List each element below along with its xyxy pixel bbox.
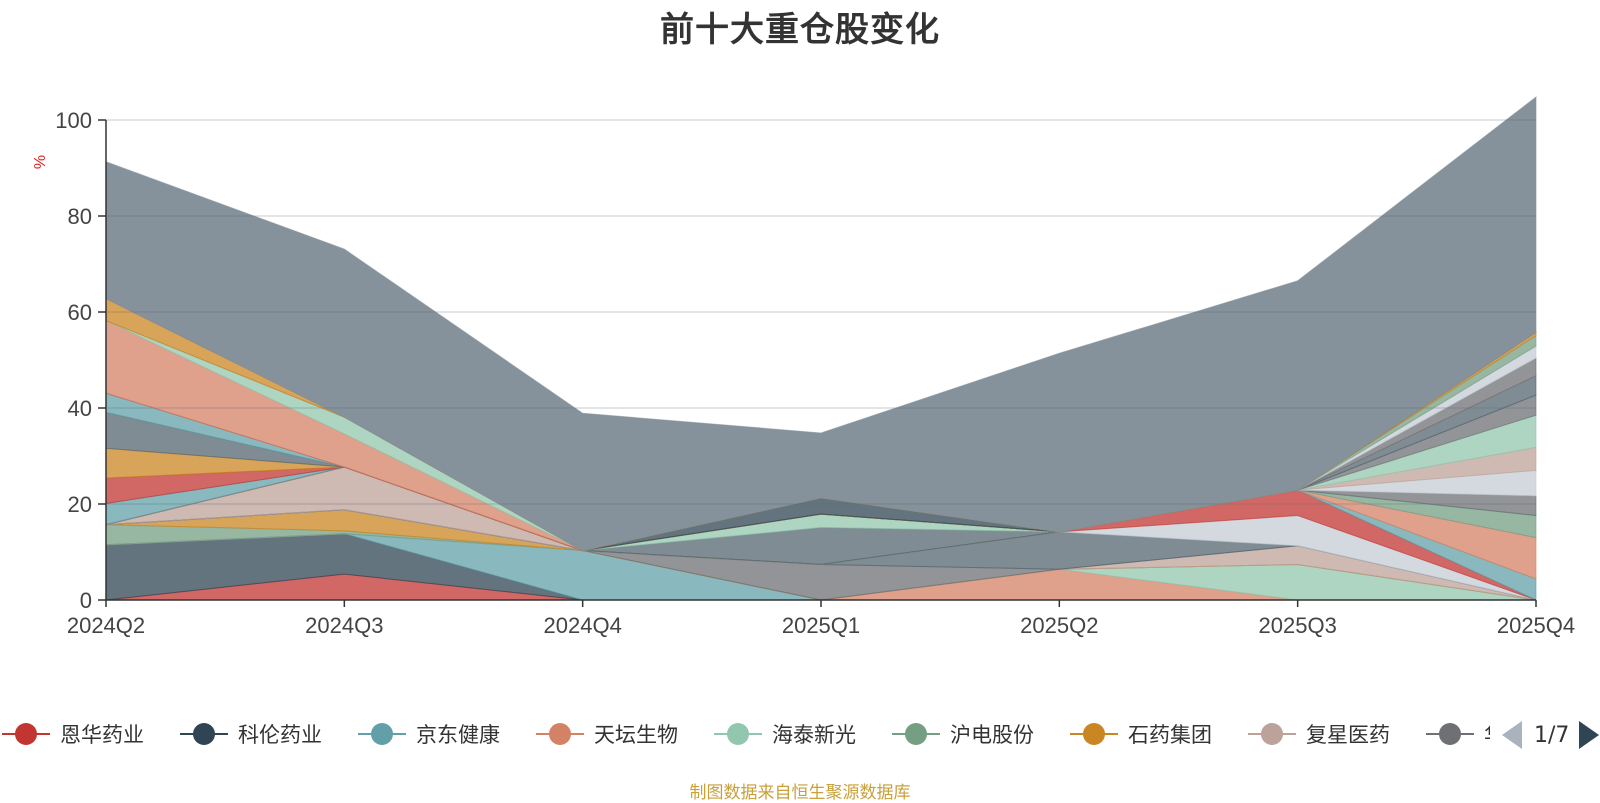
y-tick-label: 0	[80, 588, 92, 613]
x-tick-label: 2025Q3	[1259, 613, 1337, 638]
y-tick-label: 60	[68, 300, 92, 325]
legend-item[interactable]: 石药集团	[1068, 714, 1212, 754]
x-tick-label: 2024Q4	[544, 613, 622, 638]
legend-pager: 1/7	[1500, 718, 1600, 752]
x-tick-label: 2025Q2	[1020, 613, 1098, 638]
legend-item[interactable]: 复星医药	[1246, 714, 1390, 754]
legend-prev-page-button[interactable]	[1502, 721, 1522, 749]
x-tick-label: 2025Q1	[782, 613, 860, 638]
legend-marker-icon	[890, 714, 942, 754]
legend-marker-icon	[534, 714, 586, 754]
area-series[interactable]	[105, 95, 1537, 552]
legend-item-label: 恩华药业	[60, 723, 144, 747]
legend-item-label: 石药集团	[1128, 723, 1212, 747]
chart-title: 前十大重仓股变化	[660, 10, 940, 50]
y-axis-label: %	[32, 155, 49, 169]
legend-item[interactable]: 海泰新光	[712, 714, 856, 754]
legend-item-label: 科伦药业	[238, 723, 322, 747]
legend-marker-icon	[0, 714, 52, 754]
legend-marker-icon	[356, 714, 408, 754]
legend-item[interactable]: 京东健康	[356, 714, 500, 754]
y-tick-label: 20	[68, 492, 92, 517]
legend-marker-icon	[1246, 714, 1298, 754]
legend-item[interactable]: 华	[1424, 714, 1490, 754]
legend-page-indicator: 1/7	[1534, 722, 1570, 748]
y-tick-label: 40	[68, 396, 92, 421]
x-tick-label: 2024Q3	[305, 613, 383, 638]
legend-item-label: 复星医药	[1306, 723, 1390, 747]
y-tick-label: 80	[68, 204, 92, 229]
legend-marker-icon	[178, 714, 230, 754]
legend-item[interactable]: 科伦药业	[178, 714, 322, 754]
legend-item-label: 华	[1484, 719, 1490, 749]
legend-marker-icon	[1068, 714, 1120, 754]
gridlines	[106, 119, 1536, 505]
axes: 0 20 40 60 80 100 2024Q2 2024Q3 2024Q4 2025Q1 2025…	[55, 108, 1575, 638]
y-tick-label: 100	[55, 108, 92, 133]
stacked-areas	[105, 95, 1537, 601]
legend-item[interactable]: 天坛生物	[534, 714, 678, 754]
data-source-note: 制图数据来自恒生聚源数据库	[689, 783, 911, 803]
legend-marker-icon	[1424, 714, 1476, 754]
legend-item[interactable]: 沪电股份	[890, 714, 1034, 754]
legend-next-page-button[interactable]	[1579, 721, 1600, 749]
x-tick-label: 2025Q4	[1497, 613, 1575, 638]
legend-item-label: 天坛生物	[594, 723, 678, 747]
legend-item-label: 京东健康	[416, 723, 500, 747]
legend-item-label: 沪电股份	[950, 723, 1034, 747]
legend-item[interactable]: 恩华药业	[0, 714, 144, 754]
x-tick-label: 2024Q2	[67, 613, 145, 638]
legend-marker-icon	[712, 714, 764, 754]
legend: 恩华药业 科伦药业 京东健康 天坛生物 海泰新光 沪电股份 石药集团 复星医药 华	[0, 714, 1490, 754]
legend-item-label: 海泰新光	[772, 723, 856, 747]
